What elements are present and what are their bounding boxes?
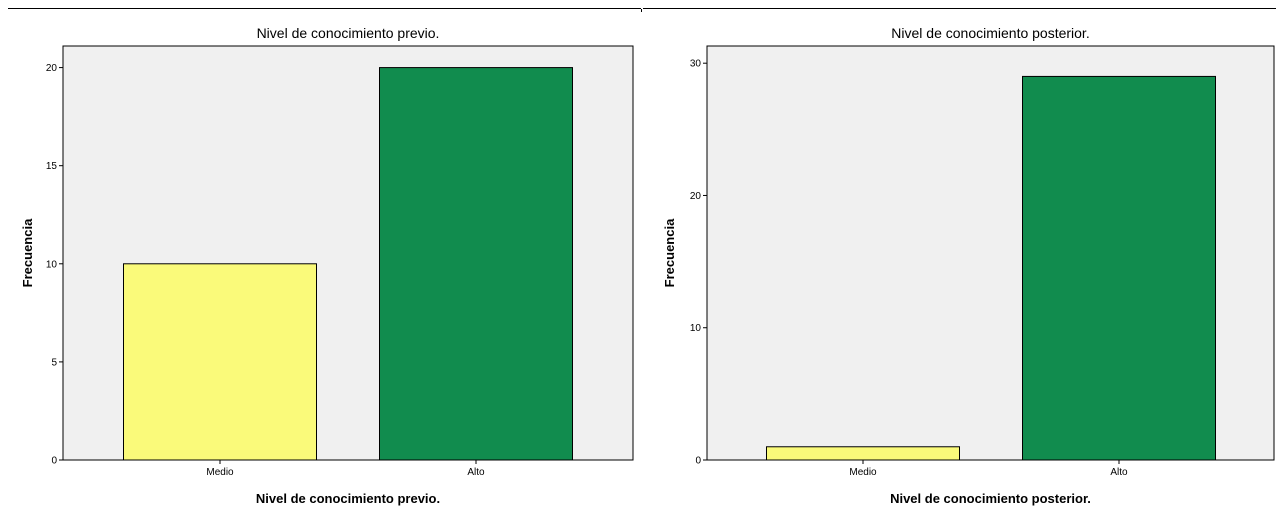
top-rule-notch [641,9,642,12]
x-axis-label: Nivel de conocimiento posterior. [890,491,1091,506]
bar-alto [1022,75,1216,461]
x-tick-label: Medio [849,467,877,478]
y-tick-label: 0 [695,456,701,467]
chart-conocimiento-previo: Nivel de conocimiento previo. 0 5 10 15 20 M… [20,25,634,506]
x-axis-label: Nivel de conocimiento previo. [256,491,440,506]
y-tick-label: 20 [690,191,702,202]
bar-medio [123,263,317,461]
bars [766,75,1216,461]
y-tick-label: 30 [690,59,702,70]
y-tick-label: 0 [51,456,57,467]
y-tick-label: 10 [690,323,702,334]
x-tick-label: Alto [1110,467,1128,478]
chart-title: Nivel de conocimiento posterior. [891,25,1089,41]
bars [123,67,573,461]
x-axis: Medio Alto [206,460,485,478]
y-tick-label: 15 [46,161,58,172]
x-axis: Medio Alto [849,460,1128,478]
chart-title: Nivel de conocimiento previo. [257,25,440,41]
y-tick-label: 5 [51,357,57,368]
chart-conocimiento-posterior: Nivel de conocimiento posterior. 0 10 20 30… [662,25,1275,506]
bar-medio [766,446,960,461]
x-tick-label: Medio [206,467,234,478]
top-rule-gap [641,7,643,10]
y-axis: 0 10 20 30 [690,59,707,467]
y-axis: 0 5 10 15 20 [46,63,63,467]
bar-alto [379,67,573,461]
y-axis-label: Frecuencia [20,218,35,287]
x-tick-label: Alto [467,467,485,478]
y-tick-label: 20 [46,63,58,74]
y-tick-label: 10 [46,259,58,270]
y-axis-label: Frecuencia [662,218,677,287]
